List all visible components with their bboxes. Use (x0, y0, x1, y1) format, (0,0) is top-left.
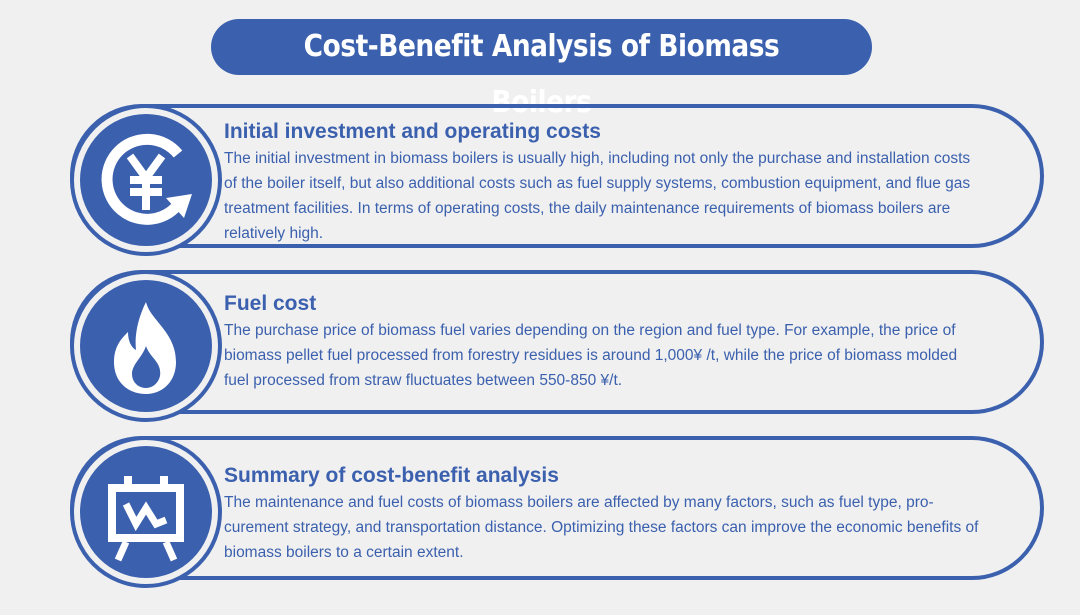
section-body: The maintenance and fuel costs of biomas… (224, 494, 979, 561)
section-heading: Summary of cost-benefit analysis (224, 464, 559, 487)
section-body: The purchase price of biomass fuel varie… (224, 322, 958, 389)
section-heading: Fuel cost (224, 292, 317, 315)
section-fuel-cost: Fuel cost The purchase price of biomass … (70, 270, 1044, 422)
section-summary: Summary of cost-benefit analysis The mai… (70, 436, 1044, 588)
flame-icon (114, 302, 176, 394)
section-body: The initial investment in biomass boiler… (224, 150, 971, 242)
chart-easel-icon (108, 476, 184, 562)
section-initial-investment: Initial investment and operating costs T… (70, 104, 1044, 256)
yen-cycle-icon (101, 133, 192, 225)
page-title: Cost-Benefit Analysis of Biomass Boilers (211, 19, 872, 120)
section-heading: Initial investment and operating costs (224, 120, 601, 143)
